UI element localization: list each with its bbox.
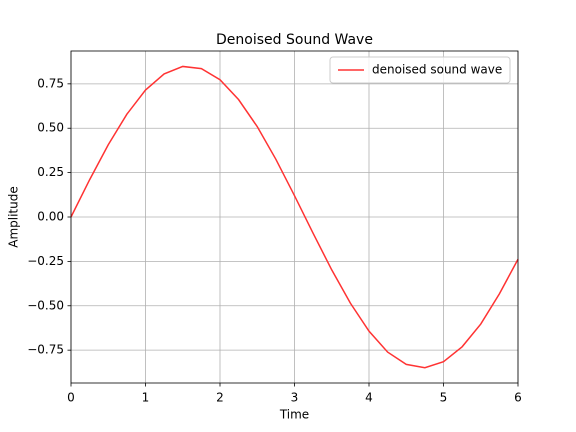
y-tick-label: −0.50 bbox=[27, 298, 64, 312]
x-tick-label: 2 bbox=[216, 391, 224, 405]
data-line bbox=[70, 65, 519, 369]
x-tick-label: 1 bbox=[142, 391, 150, 405]
chart-title: Denoised Sound Wave bbox=[216, 32, 373, 48]
y-tick-label: 0.75 bbox=[37, 76, 64, 90]
y-axis-label: Amplitude bbox=[7, 186, 21, 248]
y-tick-label: −0.75 bbox=[27, 343, 64, 357]
x-axis-label: Time bbox=[279, 408, 309, 422]
legend: denoised sound wave bbox=[329, 56, 511, 84]
y-tick-label: −0.25 bbox=[27, 254, 64, 268]
x-tick-label: 4 bbox=[365, 391, 373, 405]
y-tick-label: 0.00 bbox=[37, 210, 64, 224]
x-tick-label: 6 bbox=[514, 391, 522, 405]
legend-box bbox=[329, 56, 511, 84]
legend-label: denoised sound wave bbox=[372, 63, 502, 77]
x-tick-label: 0 bbox=[67, 391, 75, 405]
x-tick-label: 5 bbox=[440, 391, 448, 405]
x-tick-label: 3 bbox=[291, 391, 299, 405]
y-tick-label: 0.25 bbox=[37, 165, 64, 179]
plot-frame bbox=[70, 50, 519, 384]
y-tick-label: 0.50 bbox=[37, 121, 64, 135]
